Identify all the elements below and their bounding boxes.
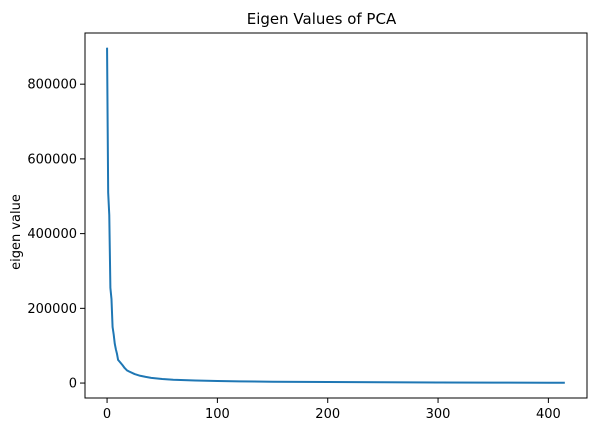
y-tick-label: 400000 xyxy=(27,227,77,242)
y-tick-label: 0 xyxy=(69,377,77,392)
chart-title: Eigen Values of PCA xyxy=(247,10,397,28)
x-tick-label: 100 xyxy=(205,407,230,422)
plot-area xyxy=(106,47,565,384)
y-tick-label: 200000 xyxy=(27,302,77,317)
x-tick-label: 200 xyxy=(315,407,340,422)
y-tick-label: 600000 xyxy=(27,152,77,167)
y-tick-label: 800000 xyxy=(27,78,77,93)
axes: 0 100 200 300 400 0 200000 400000 600000 800000 xyxy=(27,32,588,422)
x-tick-label: 0 xyxy=(103,407,111,422)
x-tick-label: 300 xyxy=(426,407,451,422)
series-line-0 xyxy=(106,47,565,384)
axes-frame xyxy=(84,32,588,399)
x-tick-label: 400 xyxy=(536,407,561,422)
y-axis-label: eigen value xyxy=(9,194,24,270)
